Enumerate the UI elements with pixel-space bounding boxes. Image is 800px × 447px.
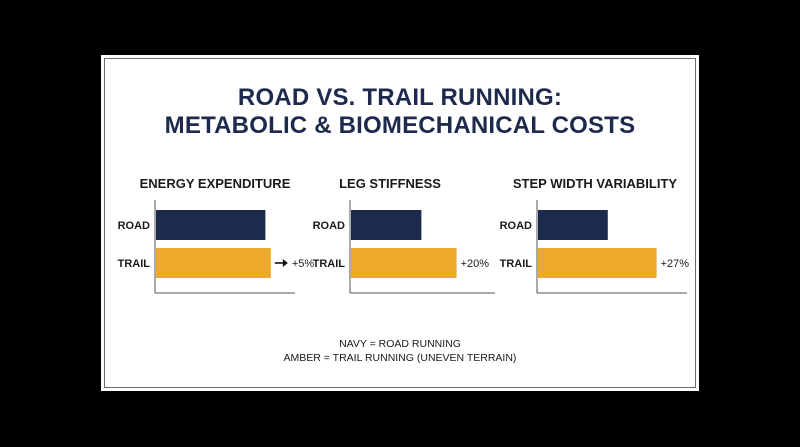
category-label-road: ROAD (500, 220, 532, 232)
panel-title-step-width: STEP WIDTH VARIABILITY (512, 176, 678, 191)
chart-energy-expenditure: ROAD TRAIL +5% (118, 200, 314, 294)
bar-road (351, 210, 422, 240)
bar-annotation: +20% (461, 258, 490, 270)
bar-annotation: +27% (661, 258, 690, 270)
category-label-trail: TRAIL (313, 258, 346, 270)
bar-road (538, 210, 608, 240)
category-label-trail: TRAIL (500, 258, 533, 270)
bar-road (156, 210, 266, 240)
bar-trail (351, 248, 457, 278)
panel-title-energy: ENERGY EXPENDITURE (139, 176, 291, 191)
title-line-2: METABOLIC & BIOMECHANICAL COSTS (164, 112, 636, 139)
panel-title-leg-stiffness: LEG STIFFNESS (339, 176, 441, 191)
annotation-arrow-icon (282, 259, 288, 267)
bar-trail (538, 248, 657, 278)
chart-leg-stiffness: ROAD TRAIL +20% (313, 200, 495, 294)
category-label-road: ROAD (313, 220, 345, 232)
chart-step-width-variability: ROAD TRAIL +27% (500, 200, 690, 294)
category-label-road: ROAD (118, 220, 150, 232)
legend-road: NAVY = ROAD RUNNING (339, 338, 461, 350)
bar-annotation: +5% (292, 258, 315, 270)
category-label-trail: TRAIL (118, 258, 151, 270)
title-line-1: ROAD VS. TRAIL RUNNING: (237, 84, 563, 111)
bar-trail (156, 248, 271, 278)
legend-trail: AMBER = TRAIL RUNNING (UNEVEN TERRAIN) (283, 352, 517, 364)
card-border (104, 58, 696, 388)
